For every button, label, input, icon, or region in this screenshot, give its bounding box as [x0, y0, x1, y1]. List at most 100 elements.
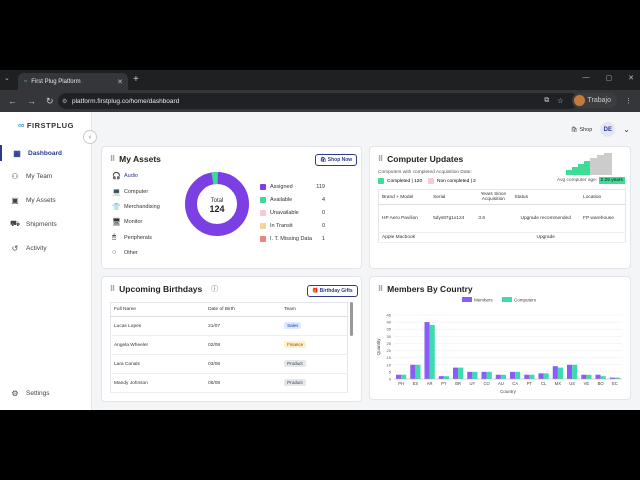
- category-other[interactable]: ○ Other: [112, 249, 138, 256]
- legend-value: 0: [321, 210, 325, 216]
- bar-members-ar[interactable]: [424, 322, 430, 379]
- profile-button[interactable]: Trabajo: [571, 93, 617, 108]
- close-window-icon[interactable]: ✕: [628, 75, 634, 82]
- browser-menu-icon[interactable]: ⋮: [625, 97, 632, 105]
- table-row[interactable]: Apple Macbook Upgrade: [378, 232, 626, 243]
- card-title: My Assets: [119, 154, 161, 164]
- bar-members-es[interactable]: [410, 364, 416, 379]
- translate-icon[interactable]: ⧉: [544, 96, 550, 104]
- category-merchandising[interactable]: 👕 Merchandising: [112, 203, 160, 211]
- sidebar-item-shipments[interactable]: ⛟ Shipments: [0, 216, 92, 232]
- sidebar-item-my-team[interactable]: ⚇ My Team: [0, 168, 92, 184]
- shop-label: Shop: [579, 126, 593, 133]
- category-audio[interactable]: 🎧 Audio: [112, 172, 138, 180]
- bar-computers-uy[interactable]: [472, 371, 478, 379]
- age-bar-2: [572, 167, 578, 175]
- bar-computers-au[interactable]: [500, 374, 507, 379]
- drag-handle-icon[interactable]: ⠿: [378, 286, 383, 293]
- close-tab-icon[interactable]: ✕: [117, 78, 123, 86]
- bar-members-py[interactable]: [438, 376, 444, 379]
- birthday-gifts-button[interactable]: 🎁 Birthday Gifts: [307, 285, 358, 297]
- bar-computers-ve[interactable]: [586, 374, 592, 379]
- column-header: Team: [281, 302, 348, 317]
- drag-handle-icon[interactable]: ⠿: [110, 156, 115, 163]
- bar-computers-es[interactable]: [415, 364, 421, 379]
- bar-computers-br[interactable]: [458, 367, 464, 379]
- table-row[interactable]: Mandy Johnson 06/08 Product: [110, 373, 348, 393]
- bar-members-uy[interactable]: [467, 371, 473, 379]
- bookmark-star-icon[interactable]: ☆: [557, 97, 564, 105]
- bar-members-br[interactable]: [452, 367, 459, 379]
- bar-members-ph[interactable]: [395, 374, 402, 379]
- sidebar-item-my-assets[interactable]: ▣ My Assets: [0, 192, 92, 208]
- bar-computers-ca[interactable]: [515, 371, 521, 379]
- dots-icon: ○: [112, 249, 117, 256]
- bar-computers-us[interactable]: [572, 364, 578, 379]
- bar-computers-mx[interactable]: [557, 367, 564, 379]
- table-row[interactable]: Lucas Lopes 21/07 Sales: [110, 316, 348, 336]
- bag-icon: 🛍: [570, 126, 578, 133]
- sidebar-item-label: Shipments: [26, 220, 57, 228]
- table-cell: Finance: [281, 335, 348, 355]
- bar-computers-ph[interactable]: [401, 374, 407, 379]
- info-icon[interactable]: ⓘ: [211, 286, 219, 293]
- bar-members-ec[interactable]: [609, 377, 615, 379]
- logo[interactable]: ∞ FIRSTPLUG: [18, 120, 74, 130]
- new-tab-icon[interactable]: +: [133, 74, 139, 85]
- table-row[interactable]: HP Aero Pavilion 5dys87g1x124 3.6 Upgrad…: [378, 204, 626, 233]
- legend-label: In Transit: [270, 223, 293, 229]
- bar-members-ca[interactable]: [509, 371, 516, 379]
- bar-computers-ar[interactable]: [429, 324, 435, 379]
- members-chart-card: ⠿ Members By Country 0 5 10 15 20 25 30 35 40 45 PH…: [369, 276, 631, 400]
- sidebar-item-label: Activity: [26, 244, 47, 252]
- drag-handle-icon[interactable]: ⠿: [110, 286, 115, 293]
- back-icon[interactable]: ←: [8, 95, 17, 106]
- bar-computers-co[interactable]: [486, 371, 492, 379]
- bar-members-ve[interactable]: [581, 374, 587, 379]
- avg-age: Avg computer age: 2.25 years: [557, 177, 625, 184]
- shop-link[interactable]: 🛍 Shop: [571, 127, 592, 133]
- bar-computers-ec[interactable]: [614, 377, 621, 379]
- bar-members-au[interactable]: [495, 374, 501, 379]
- bar-computers-cl[interactable]: [543, 373, 549, 379]
- bar-members-mx[interactable]: [552, 366, 558, 379]
- shop-now-button[interactable]: 🛍 Shop Now: [315, 154, 358, 166]
- forward-icon[interactable]: →: [27, 95, 36, 106]
- address-bar[interactable]: ⚙ platform.firstplug.co/home/dashboard: [58, 93, 578, 109]
- favicon-icon: ≈: [24, 78, 28, 85]
- avatar[interactable]: DE: [600, 122, 616, 137]
- sidebar-item-label: My Team: [26, 172, 53, 180]
- sidebar-item-dashboard[interactable]: ▦ Dashboard: [0, 145, 92, 161]
- sidebar-item-settings[interactable]: ⚙ Settings: [0, 385, 92, 401]
- legend-assigned: Assigned 119: [260, 184, 325, 190]
- category-label: Computer: [124, 189, 149, 195]
- bar-members-pt[interactable]: [524, 374, 530, 379]
- category-monitor[interactable]: 🖥 Monitor: [112, 218, 142, 226]
- tab-list-icon[interactable]: ⌄: [4, 75, 10, 82]
- table-row[interactable]: Angela Wheeler 02/08 Finance: [110, 335, 348, 355]
- table-row[interactable]: Lara Canals 03/08 Product: [110, 354, 348, 374]
- category-computer[interactable]: 💻 Computer: [112, 188, 148, 196]
- minimize-icon[interactable]: —: [582, 74, 590, 81]
- scrollbar[interactable]: [350, 302, 353, 336]
- assets-donut-chart: Total 124: [185, 172, 249, 236]
- site-info-icon[interactable]: ⚙: [62, 98, 68, 105]
- donut-segment-available[interactable]: [185, 172, 249, 236]
- category-peripherals[interactable]: 🖱 Peripherals: [112, 234, 152, 242]
- bar-members-co[interactable]: [481, 371, 487, 379]
- grid-icon: ▦: [13, 148, 21, 158]
- reload-icon[interactable]: ↻: [46, 95, 54, 106]
- sidebar-item-activity[interactable]: ↺ Activity: [0, 240, 92, 256]
- drag-handle-icon[interactable]: ⠿: [378, 156, 383, 163]
- bar-computers-pt[interactable]: [529, 374, 535, 379]
- browser-tab[interactable]: ≈ First Plug Platform ✕: [18, 73, 128, 90]
- maximize-icon[interactable]: ▢: [605, 75, 613, 82]
- bar-members-bo[interactable]: [595, 374, 601, 379]
- bar-members-cl[interactable]: [538, 373, 544, 379]
- bar-computers-py[interactable]: [443, 376, 450, 379]
- bar-computers-bo[interactable]: [600, 376, 606, 379]
- collapse-sidebar-button[interactable]: ‹: [83, 130, 97, 144]
- chevron-down-icon[interactable]: ⌄: [623, 125, 630, 134]
- bar-members-us[interactable]: [566, 364, 573, 379]
- category-label: Merchandising: [124, 204, 160, 210]
